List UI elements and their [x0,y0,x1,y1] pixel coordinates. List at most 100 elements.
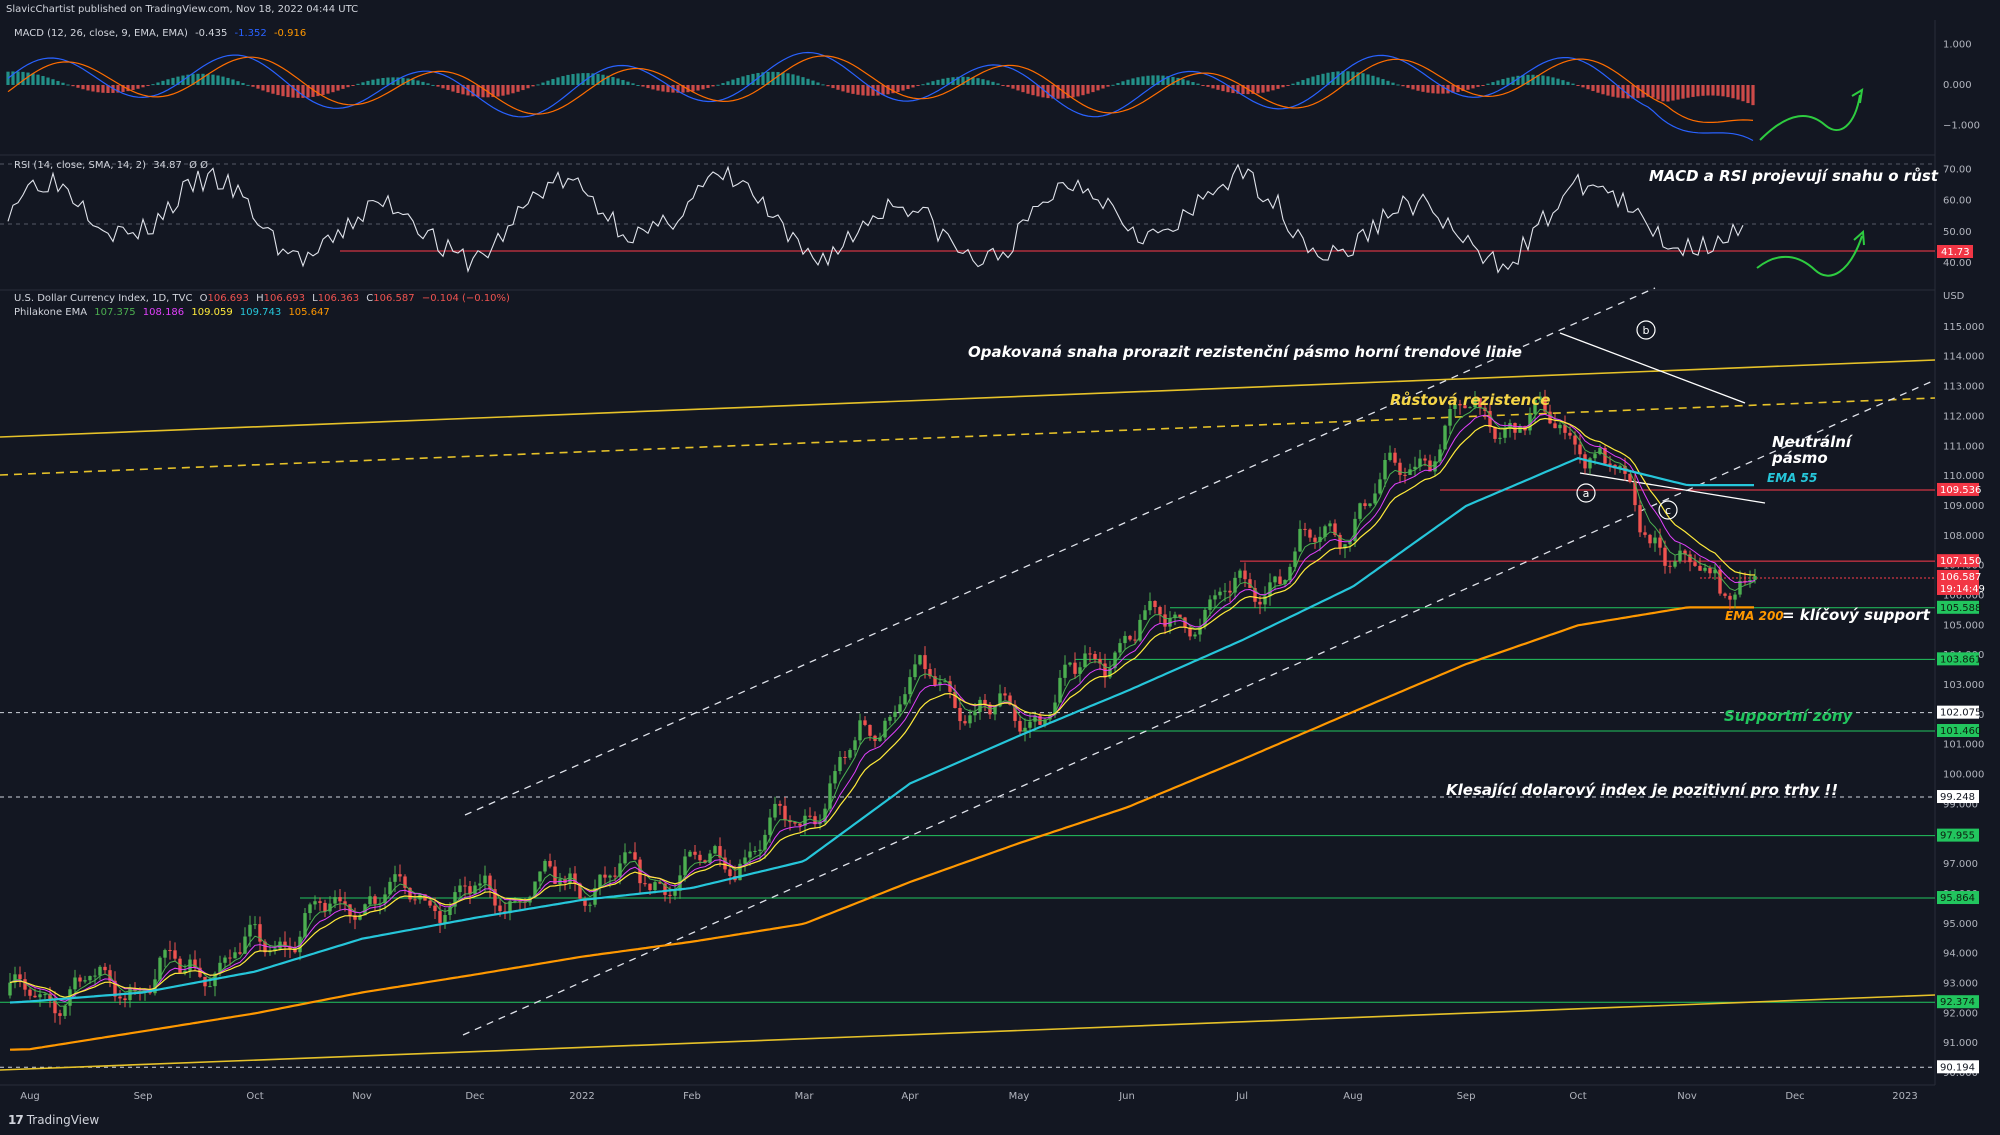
ema-legend[interactable]: Philakone EMA 107.375 108.186 109.059 10… [14,307,334,318]
candle-body [1198,626,1202,635]
ema200-line [9,606,1754,1051]
macd-histogram-bar [906,85,910,90]
candle-body [1008,695,1012,705]
macd-histogram-bar [1091,85,1095,93]
lower-support-trendline[interactable] [0,994,1936,1071]
macd-histogram-bar [561,76,565,85]
price-badge[interactable] [1937,581,1979,595]
candle-body [1333,523,1337,535]
price-badge[interactable] [1937,995,1979,1009]
macd-histogram-bar [766,71,770,85]
macd-line [7,51,1754,142]
macd-histogram-bar [971,77,975,85]
candle-body [1058,677,1062,703]
macd-histogram-bar [121,85,125,92]
channel-upper-dashed[interactable] [464,287,1656,816]
price-axis[interactable]: USD 115.000 114.000 113.000 112.000 111.000 11… [1937,39,1985,1079]
candle-body [288,946,292,949]
macd-histogram-bar [86,85,90,91]
macd-histogram-bar [1721,85,1725,97]
price-badge[interactable] [1937,1060,1979,1074]
time-axis[interactable]: Aug Sep Oct Nov Dec 2022 Feb Mar Apr May Jun Jul Aug… [20,1091,1917,1102]
macd-histogram-bar [116,85,120,93]
macd-histogram-bar [1526,74,1530,85]
upper-resistance-trendline[interactable] [0,359,1936,438]
rsi-level-badge[interactable] [1937,245,1973,258]
macd-histogram-bar [1256,85,1260,94]
macd-histogram-bar [1556,78,1560,85]
candle-body [1703,567,1707,571]
candle-body [188,959,192,971]
macd-histogram-bar [501,85,505,96]
candle-body [1298,528,1302,552]
macd-histogram-bar [451,85,455,92]
candle-body [1218,591,1222,596]
price-badge-text: 97.955 [1940,831,1975,842]
triangle-upper-line[interactable] [1559,332,1746,404]
macd-histogram-bar [1151,75,1155,85]
macd-histogram-bar [1461,85,1465,92]
candle-body [1733,594,1737,600]
price-badge[interactable] [1937,652,1979,666]
price-badge[interactable] [1937,482,1979,496]
candle-body [1173,614,1177,619]
rsi-legend[interactable]: RSI (14, close, SMA, 14, 2) 34.87 Ø Ø [14,160,212,171]
candle-body [1723,593,1727,596]
ohlc-l-label: L [312,293,318,304]
macd-histogram-bar [1701,85,1705,96]
macd-histogram-bar [211,74,215,85]
candle-body [33,995,37,998]
price-legend[interactable]: U.S. Dollar Currency Index, 1D, TVC O106… [14,293,514,304]
candle-body [808,815,812,817]
macd-histogram-bar [66,84,70,86]
candle-body [368,896,372,905]
candle-body [888,716,892,721]
macd-histogram-bar [1416,85,1420,91]
ema200-line [9,606,1754,1051]
ohlc-h-label: H [256,293,264,304]
price-badge[interactable] [1937,891,1979,905]
candle-body [953,691,957,708]
growth-resistance-trendline[interactable] [0,397,1936,476]
price-tick-label: 103.000 [1943,680,1984,691]
macd-histogram-bar [1116,82,1120,85]
candle-body [443,915,447,923]
price-badge-text: 109.536 [1940,485,1981,496]
macd-legend[interactable]: MACD (12, 26, close, 9, EMA, EMA) -0.435… [14,28,310,39]
macd-histogram-bar [776,72,780,85]
price-badge[interactable] [1937,705,1979,719]
macd-arrow [1759,94,1861,141]
channel-lower-dashed[interactable] [462,379,1936,1036]
candle-body [598,874,602,889]
candle-body [978,699,982,713]
candle-body [1083,653,1087,668]
macd-histogram-bar [1211,85,1215,89]
candle-body [1158,607,1162,615]
macd-histogram-bar [531,85,535,87]
macd-histogram-bar [51,79,55,85]
candle-body [638,859,642,884]
candle-body [1023,727,1027,732]
macd-histogram-bar [1746,85,1750,104]
price-badge[interactable] [1937,724,1979,738]
candle-body [258,924,262,942]
price-badge-text: 102.075 [1940,708,1981,719]
time-tick-label: Mar [795,1091,815,1102]
macd-histogram-bar [791,74,795,85]
triangle-lower-line[interactable] [1579,472,1766,504]
time-tick-label: Aug [1343,1091,1363,1102]
candle-body [833,771,837,784]
candle-body [1133,639,1137,641]
price-badge[interactable] [1937,569,1979,583]
time-tick-label: Jul [1235,1091,1248,1102]
price-badge[interactable] [1937,828,1979,842]
tradingview-logo[interactable]: 17 TradingView [8,1113,99,1127]
macd-histogram-bar [1676,85,1680,100]
price-badge[interactable] [1937,790,1979,804]
macd-histogram-bar [426,83,430,85]
candle-body [573,873,577,884]
price-badge[interactable] [1937,600,1979,614]
macd-histogram-bar [1531,74,1535,85]
price-badge[interactable] [1937,554,1979,568]
